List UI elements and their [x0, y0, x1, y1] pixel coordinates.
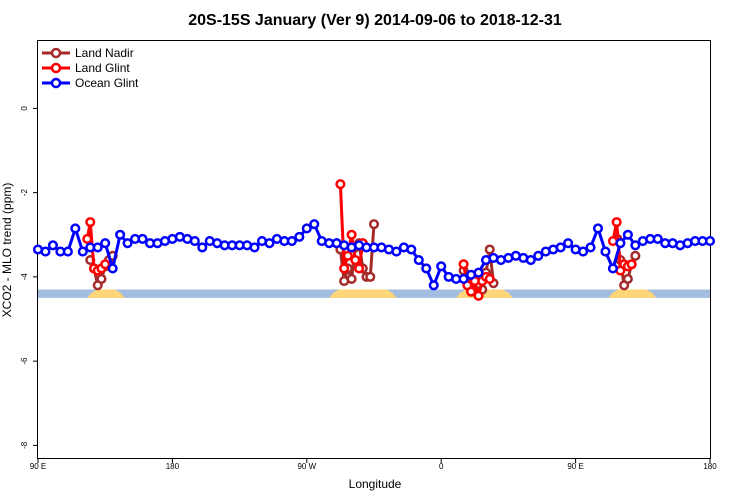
data-point [630, 250, 641, 261]
data-point [92, 242, 103, 253]
data-point [96, 273, 107, 285]
data-point [585, 242, 596, 253]
data-point [484, 244, 495, 255]
land-band [608, 289, 657, 298]
data-point [626, 259, 637, 270]
data-point [189, 236, 200, 247]
data-point [82, 233, 93, 245]
data-point [294, 231, 305, 242]
y-tick-label: -2 [20, 189, 29, 197]
data-point [458, 259, 469, 270]
data-point [622, 273, 633, 285]
data-point [525, 254, 536, 266]
data-point [611, 217, 622, 228]
legend-label: Land Nadir [75, 46, 134, 60]
data-point [421, 263, 432, 274]
data-point [100, 259, 111, 270]
data-point [264, 238, 275, 249]
legend-marker [50, 77, 62, 89]
land-band [87, 289, 125, 298]
data-point [630, 240, 641, 251]
y-axis-ticks: 0 -2 -4 -6 -8 [20, 106, 38, 449]
data-point [592, 223, 604, 234]
x-tick-label: 90 E [30, 462, 46, 471]
data-point [350, 254, 361, 266]
data-point [578, 246, 589, 257]
data-point [62, 246, 73, 257]
data-point [47, 240, 58, 251]
y-axis-label: XCO2 - MLO trend (ppm) [0, 183, 14, 318]
surface-type-band [38, 289, 710, 298]
data-point [391, 246, 402, 257]
legend-item-land-nadir: Land Nadir [42, 46, 134, 60]
data-point [309, 219, 320, 230]
x-tick-label: 90 W [297, 462, 316, 471]
data-point [600, 246, 611, 257]
data-point [137, 233, 148, 245]
series-land-nadir [85, 219, 641, 295]
data-point [473, 267, 484, 278]
data-point [466, 286, 477, 297]
data-point [77, 246, 88, 257]
data-point [555, 242, 566, 253]
data-point [100, 238, 111, 249]
data-point [301, 223, 312, 234]
data-point [286, 236, 297, 247]
legend-marker [50, 47, 62, 59]
legend-label: Ocean Glint [75, 76, 139, 90]
series-layer [32, 179, 716, 301]
y-tick-label: -8 [20, 441, 29, 449]
data-point [115, 229, 126, 240]
legend-label: Land Glint [75, 61, 130, 75]
data-point [346, 229, 357, 240]
legend-item-ocean-glint: Ocean Glint [42, 76, 139, 90]
data-point [704, 236, 716, 247]
y-tick-label: -6 [20, 357, 29, 365]
data-point [436, 261, 447, 272]
x-tick-label: 180 [703, 462, 717, 471]
data-point [622, 229, 633, 240]
x-axis-ticks: 90 E 180 90 W 0 90 E 180 [30, 458, 717, 471]
data-point [563, 238, 574, 249]
data-point [346, 273, 357, 285]
x-tick-label: 90 E [567, 462, 583, 471]
data-point [197, 242, 208, 253]
x-tick-label: 0 [439, 462, 444, 471]
series-ocean-glint [32, 219, 716, 291]
data-point [339, 263, 350, 274]
chart-title: 20S-15S January (Ver 9) 2014-09-06 to 20… [188, 12, 562, 29]
data-point [652, 233, 663, 245]
data-point [607, 263, 618, 274]
data-point [428, 280, 439, 291]
data-point [533, 250, 544, 261]
data-point [70, 223, 81, 234]
data-point [122, 238, 133, 249]
data-point [484, 273, 495, 285]
data-point [342, 250, 353, 261]
x-axis-label: Longitude [349, 477, 402, 491]
legend-marker [50, 62, 62, 74]
data-point [473, 290, 484, 301]
data-point [458, 273, 469, 285]
data-point [335, 179, 346, 190]
data-point [368, 219, 380, 230]
data-point [615, 238, 626, 249]
y-tick-label: -4 [20, 273, 29, 281]
legend-item-land-glint: Land Glint [42, 61, 130, 75]
data-point [85, 217, 96, 228]
data-point [40, 246, 51, 257]
data-point [413, 254, 424, 266]
y-tick-label: 0 [20, 106, 29, 111]
land-band [329, 289, 397, 298]
data-point [107, 263, 118, 274]
data-point [406, 244, 417, 255]
data-point [365, 271, 376, 282]
x-tick-label: 180 [166, 462, 180, 471]
data-point [249, 242, 260, 253]
data-point [354, 263, 365, 274]
